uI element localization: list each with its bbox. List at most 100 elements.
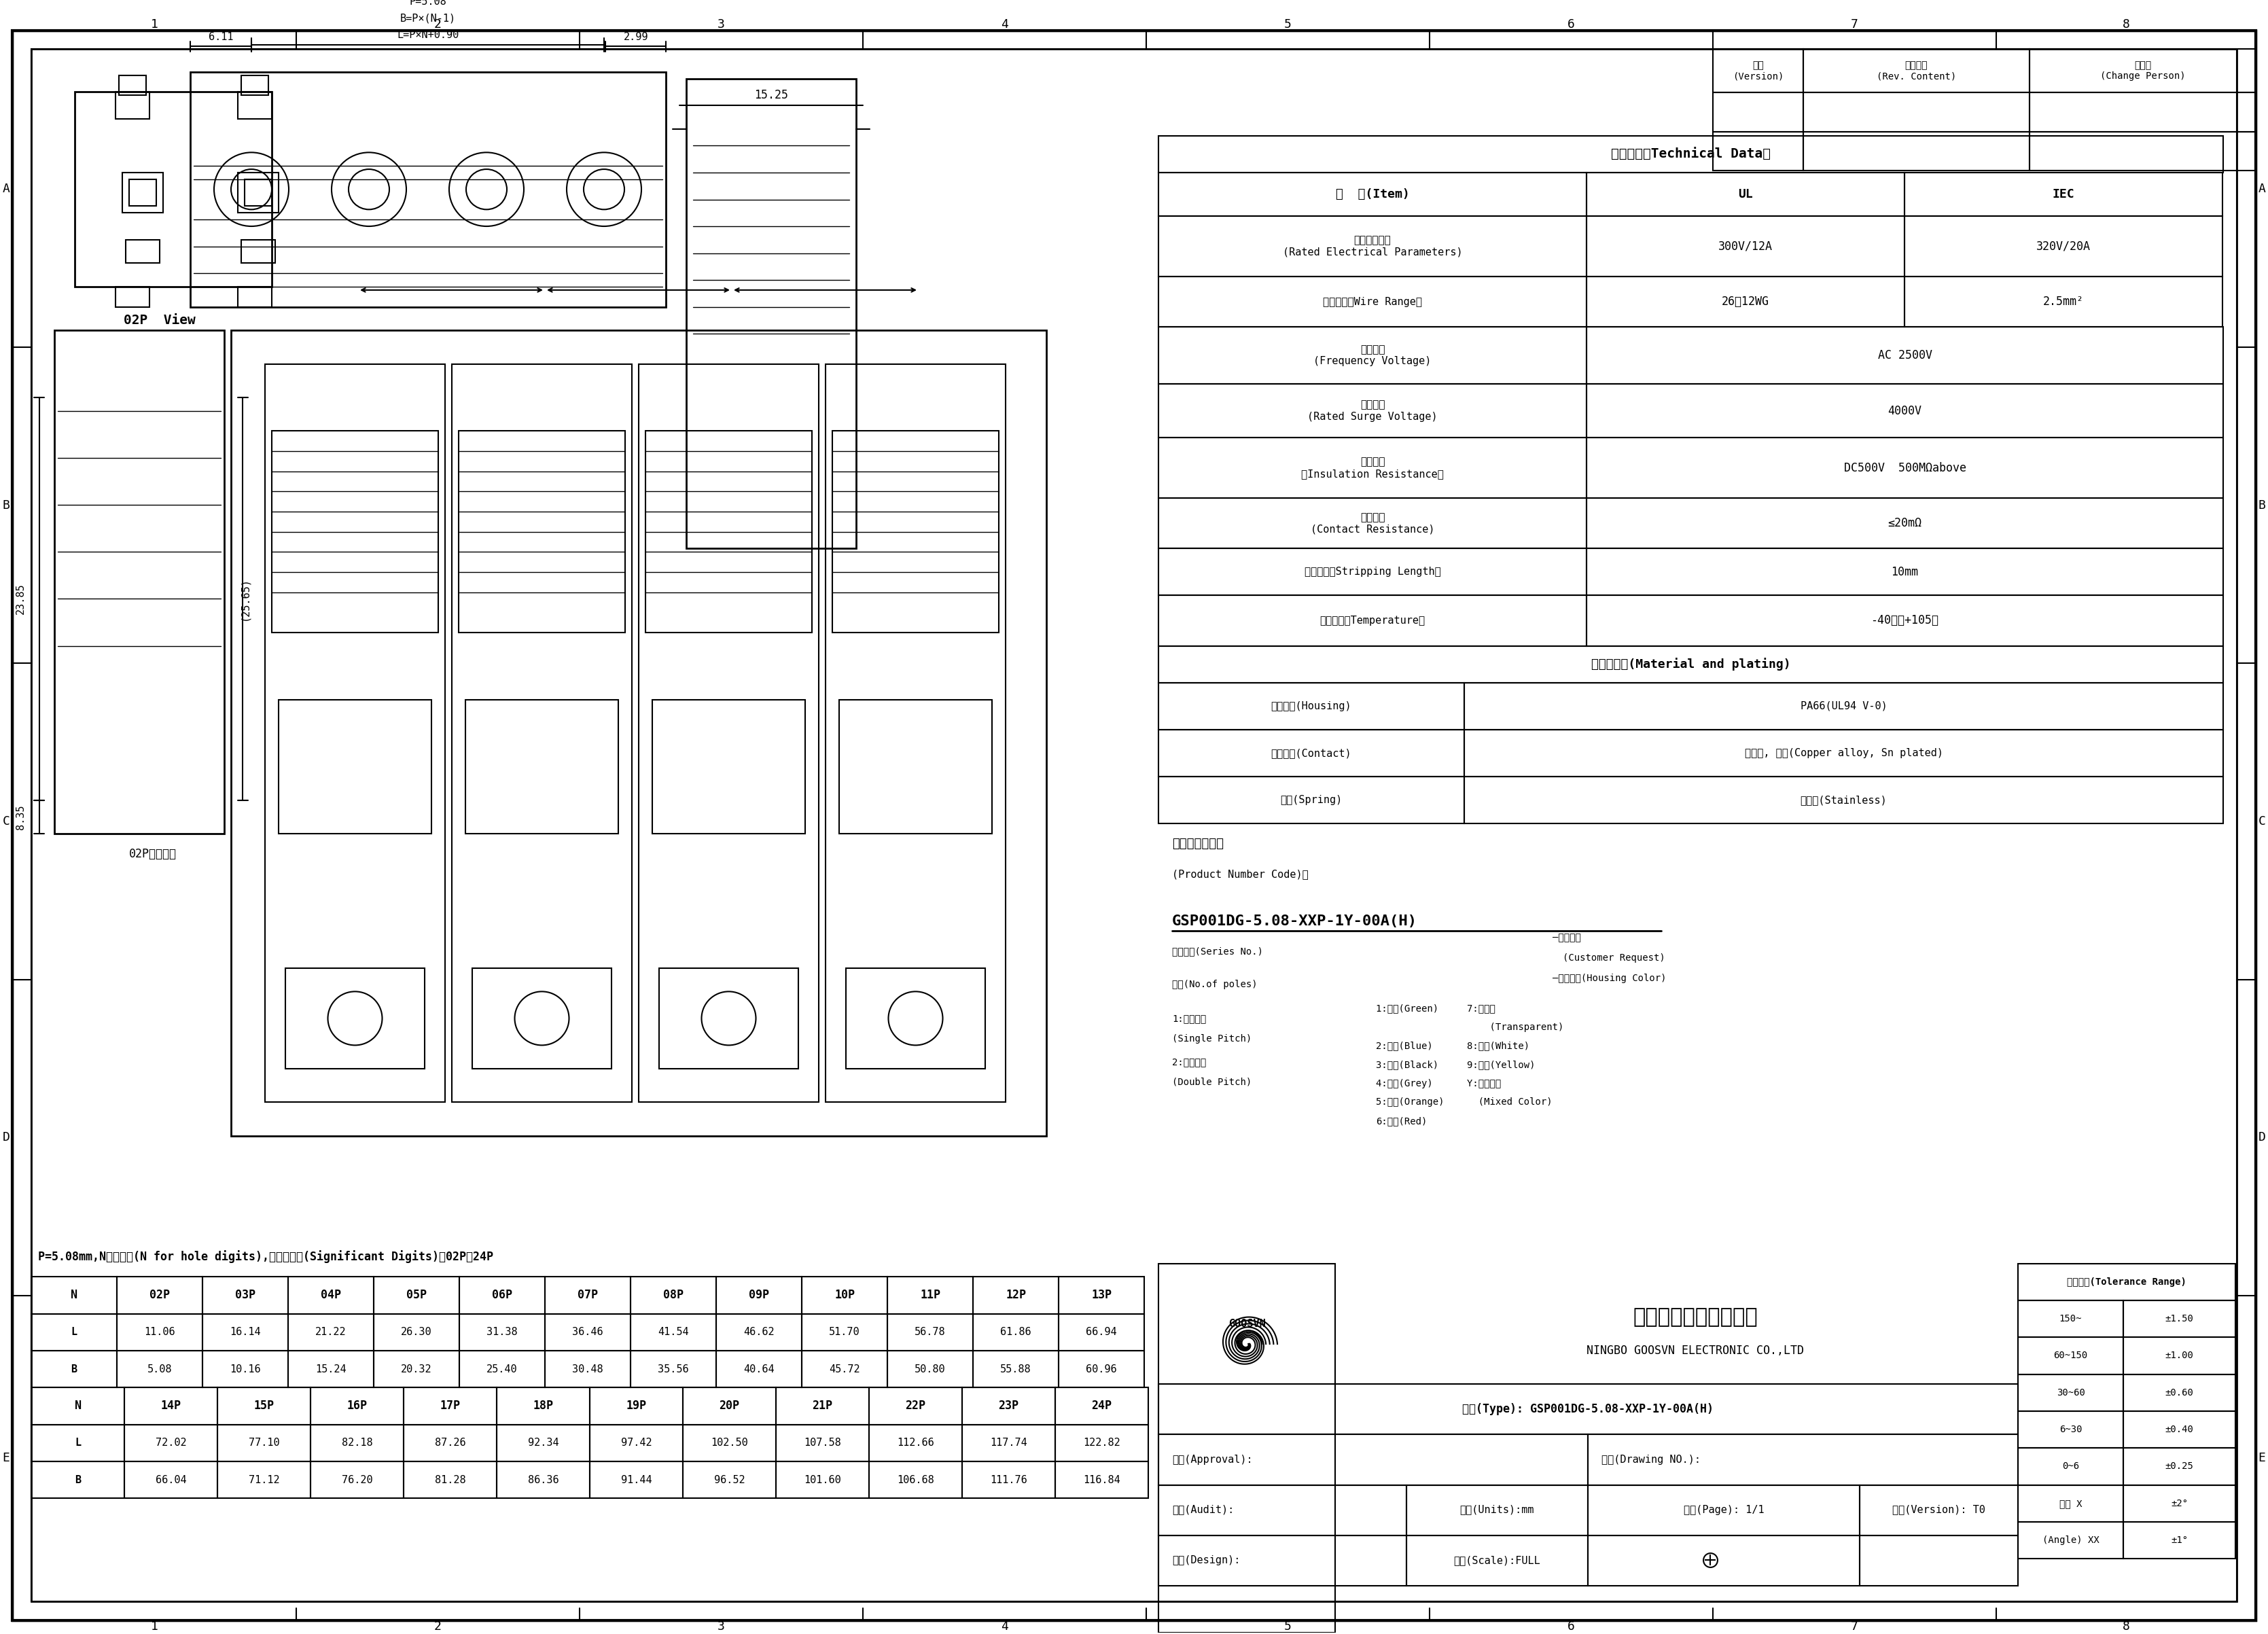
- Text: 21P: 21P: [812, 1400, 832, 1412]
- Text: C: C: [2, 815, 9, 827]
- Text: 117.74: 117.74: [991, 1438, 1027, 1448]
- Text: 接触电阱
(Contact Resistance): 接触电阱 (Contact Resistance): [1311, 513, 1433, 534]
- Bar: [1159, 1263, 1336, 1632]
- Bar: [1588, 595, 2223, 645]
- Bar: [2019, 1337, 2123, 1374]
- Bar: [717, 1351, 803, 1387]
- Bar: [1059, 1351, 1143, 1387]
- Text: 87.26: 87.26: [435, 1438, 465, 1448]
- Text: 02P无此卡勾: 02P无此卡勾: [129, 848, 177, 859]
- Bar: [404, 1425, 497, 1461]
- Bar: [2123, 1412, 2236, 1448]
- Bar: [631, 1314, 717, 1351]
- Bar: [1159, 645, 2223, 683]
- Bar: [1465, 730, 2223, 776]
- Text: 8: 8: [2123, 18, 2130, 31]
- Bar: [288, 1276, 374, 1314]
- Bar: [1905, 173, 2223, 216]
- Text: 触点材料(Contact): 触点材料(Contact): [1270, 748, 1352, 758]
- Text: 项  目(Item): 项 目(Item): [1336, 188, 1408, 201]
- Bar: [460, 1351, 544, 1387]
- Text: 11.06: 11.06: [145, 1327, 175, 1337]
- Text: E: E: [2, 1453, 9, 1464]
- Text: 绝缘阱抗
（Insulation Resistance）: 绝缘阱抗 （Insulation Resistance）: [1302, 458, 1445, 479]
- Text: 10.16: 10.16: [229, 1364, 261, 1374]
- Text: L: L: [75, 1438, 82, 1448]
- Bar: [1712, 132, 1803, 170]
- Text: 公差范围(Tolerance Range): 公差范围(Tolerance Range): [2066, 1278, 2186, 1286]
- Text: B: B: [75, 1476, 82, 1485]
- Text: 66.04: 66.04: [156, 1476, 186, 1485]
- Text: 76.20: 76.20: [342, 1476, 372, 1485]
- Text: 15.24: 15.24: [315, 1364, 347, 1374]
- Bar: [218, 1425, 311, 1461]
- Text: 56.78: 56.78: [914, 1327, 946, 1337]
- Bar: [962, 1461, 1055, 1498]
- Bar: [1588, 327, 2223, 384]
- Bar: [1465, 776, 2223, 824]
- Bar: [2123, 1448, 2236, 1485]
- Bar: [590, 1461, 683, 1498]
- Bar: [1803, 49, 2030, 93]
- Bar: [288, 1351, 374, 1387]
- Bar: [1803, 132, 2030, 170]
- Bar: [832, 431, 998, 632]
- Bar: [887, 1314, 973, 1351]
- Bar: [717, 1276, 803, 1314]
- Text: B: B: [70, 1364, 77, 1374]
- Text: 2:蓝色(Blue)      8:白色(White): 2:蓝色(Blue) 8:白色(White): [1377, 1041, 1529, 1051]
- Bar: [1588, 1435, 2019, 1485]
- Text: D: D: [2259, 1131, 2266, 1144]
- Text: 45.72: 45.72: [830, 1364, 860, 1374]
- Text: 300V/12A: 300V/12A: [1719, 240, 1774, 253]
- Bar: [869, 1387, 962, 1425]
- Bar: [2123, 1374, 2236, 1412]
- Text: 产品命名编码：: 产品命名编码：: [1173, 838, 1225, 850]
- Text: —客户需求: —客户需求: [1554, 933, 1581, 943]
- Bar: [1159, 595, 1588, 645]
- Bar: [1803, 93, 2030, 132]
- Text: B=P×(N-1): B=P×(N-1): [399, 13, 456, 23]
- Bar: [962, 1425, 1055, 1461]
- Text: 版次(Version): T0: 版次(Version): T0: [1892, 1505, 1985, 1515]
- Text: 30.48: 30.48: [572, 1364, 603, 1374]
- Text: 变更者
(Change Person): 变更者 (Change Person): [2100, 60, 2186, 82]
- Bar: [2019, 1485, 2123, 1521]
- Text: E: E: [2259, 1453, 2266, 1464]
- Text: 36.46: 36.46: [572, 1327, 603, 1337]
- Text: 72.02: 72.02: [156, 1438, 186, 1448]
- Bar: [32, 1351, 118, 1387]
- Bar: [544, 1351, 631, 1387]
- Bar: [1159, 683, 1465, 730]
- Text: —塑体颜色(Housing Color): —塑体颜色(Housing Color): [1554, 974, 1667, 984]
- Bar: [1588, 498, 2223, 549]
- Text: 3: 3: [717, 18, 726, 31]
- Bar: [122, 173, 163, 212]
- Text: 技术参数（Technical Data）: 技术参数（Technical Data）: [1610, 147, 1771, 160]
- Text: 66.94: 66.94: [1086, 1327, 1116, 1337]
- Bar: [404, 1387, 497, 1425]
- Text: A: A: [2, 183, 9, 194]
- Bar: [631, 1351, 717, 1387]
- Text: (Angle) XX: (Angle) XX: [2041, 1536, 2100, 1546]
- Text: 3:黑色(Black)     9:黄色(Yellow): 3:黑色(Black) 9:黄色(Yellow): [1377, 1060, 1535, 1069]
- Bar: [238, 173, 279, 212]
- Text: 96.52: 96.52: [714, 1476, 744, 1485]
- Text: 2:双倍间距: 2:双倍间距: [1173, 1057, 1207, 1067]
- Bar: [129, 180, 156, 206]
- Bar: [2019, 1448, 2123, 1485]
- Text: 04P: 04P: [320, 1289, 340, 1301]
- Bar: [2030, 49, 2257, 93]
- Bar: [717, 1314, 803, 1351]
- Text: 20P: 20P: [719, 1400, 739, 1412]
- Bar: [640, 364, 819, 1103]
- Bar: [1588, 276, 1905, 327]
- Text: 23P: 23P: [998, 1400, 1018, 1412]
- Text: PA66(UL94 V-0): PA66(UL94 V-0): [1801, 701, 1887, 711]
- Text: 绝缘材质(Housing): 绝缘材质(Housing): [1270, 701, 1352, 711]
- Text: 图号(Drawing NO.):: 图号(Drawing NO.):: [1601, 1454, 1701, 1464]
- Bar: [1159, 498, 1588, 549]
- Bar: [776, 1387, 869, 1425]
- Bar: [803, 1276, 887, 1314]
- Text: (Single Pitch): (Single Pitch): [1173, 1034, 1252, 1042]
